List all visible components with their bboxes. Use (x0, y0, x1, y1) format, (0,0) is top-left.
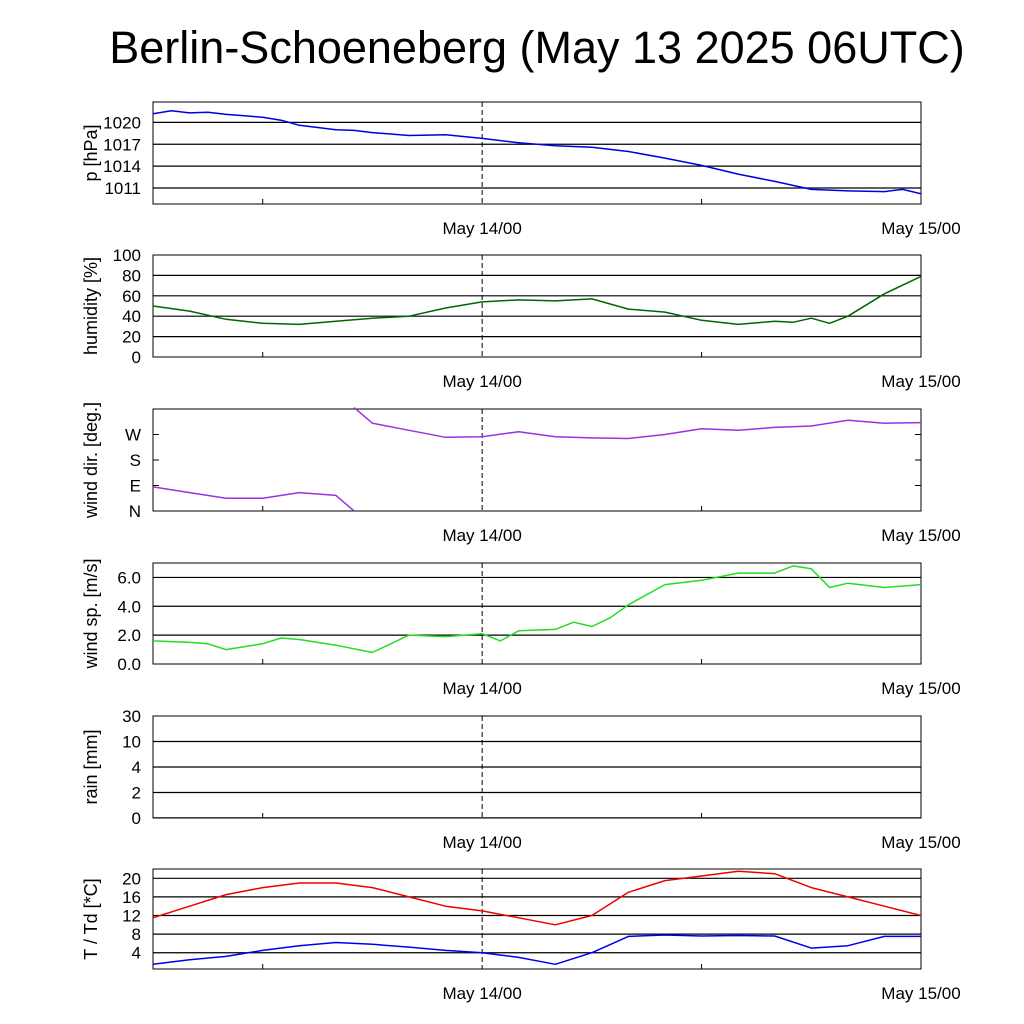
series-line (153, 934, 921, 966)
plot-frame (152, 562, 922, 665)
plot-frame (152, 254, 922, 358)
x-tick-label: May 15/00 (881, 372, 960, 391)
plot-frame (152, 408, 922, 512)
y-axis-label: rain [mm] (81, 729, 101, 804)
panel-wind-speed: 0.0 2.0 4.0 6.0 May 14/00 May 15/00 wind sp. [… (81, 558, 961, 698)
y-tick-label: 20 (122, 869, 141, 888)
y-tick-label: 1020 (103, 113, 141, 132)
series-line-segment (153, 486, 355, 511)
y-tick-label: 1011 (104, 179, 141, 198)
y-axis-label: wind sp. [m/s] (81, 558, 101, 669)
x-tick-label: May 14/00 (442, 219, 521, 238)
y-tick-label: 6.0 (117, 568, 141, 587)
y-tick-label: 1014 (103, 157, 141, 176)
x-tick-label: May 14/00 (442, 679, 521, 698)
y-tick-label: 2 (132, 784, 141, 803)
series-line (153, 109, 921, 195)
x-tick-label: May 14/00 (442, 984, 521, 1003)
y-axis-label: humidity [%] (81, 257, 101, 355)
x-tick-label: May 15/00 (881, 219, 960, 238)
y-tick-label: 0.0 (117, 655, 141, 674)
y-tick-label: 8 (132, 925, 141, 944)
x-tick-label: May 14/00 (442, 372, 521, 391)
y-tick-label: N (129, 502, 141, 521)
y-tick-label: 0 (132, 809, 141, 828)
y-tick-label: 60 (122, 287, 141, 306)
series-line (153, 870, 921, 926)
y-tick-label: 4 (132, 944, 141, 963)
x-tick-label: May 15/00 (881, 984, 960, 1003)
series-line (153, 275, 921, 326)
y-tick-label: 1017 (103, 135, 141, 154)
x-tick-label: May 14/00 (442, 526, 521, 545)
x-tick-label: May 15/00 (881, 833, 960, 852)
panel-rain: 0 2 4 10 30 May 14/00 May 15/00 rain [mm] (81, 707, 961, 852)
y-tick-label: S (130, 451, 141, 470)
y-axis-label: T / Td [*C] (81, 878, 101, 959)
y-tick-label: 40 (122, 307, 141, 326)
y-tick-label: 12 (122, 907, 141, 926)
y-tick-label: E (130, 477, 141, 496)
y-tick-label: 0 (132, 348, 141, 367)
y-axis-label: wind dir. [deg.] (81, 402, 101, 519)
y-axis-label: p [hPa] (81, 124, 101, 181)
y-tick-label: 80 (122, 266, 141, 285)
plot-frame (152, 868, 922, 970)
series-line-segment (353, 407, 921, 440)
y-tick-label: W (125, 426, 141, 445)
y-tick-label: 20 (122, 328, 141, 347)
panel-pressure: 1020 1017 1014 1011 May 14/00 May 15/00 p [hPa… (81, 101, 961, 238)
page-title: Berlin-Schoeneberg (May 13 2025 06UTC) (109, 22, 965, 73)
y-tick-label: 10 (122, 733, 141, 752)
plot-frame (152, 101, 922, 205)
y-tick-label: 100 (113, 246, 141, 265)
y-tick-label: 4.0 (117, 597, 141, 616)
y-tick-label: 2.0 (117, 626, 141, 645)
x-tick-label: May 15/00 (881, 679, 960, 698)
x-tick-label: May 14/00 (442, 833, 521, 852)
y-tick-label: 4 (132, 758, 141, 777)
y-tick-label: 16 (122, 888, 141, 907)
x-tick-label: May 15/00 (881, 526, 960, 545)
series-line (153, 565, 921, 654)
y-tick-label: 30 (122, 707, 141, 726)
